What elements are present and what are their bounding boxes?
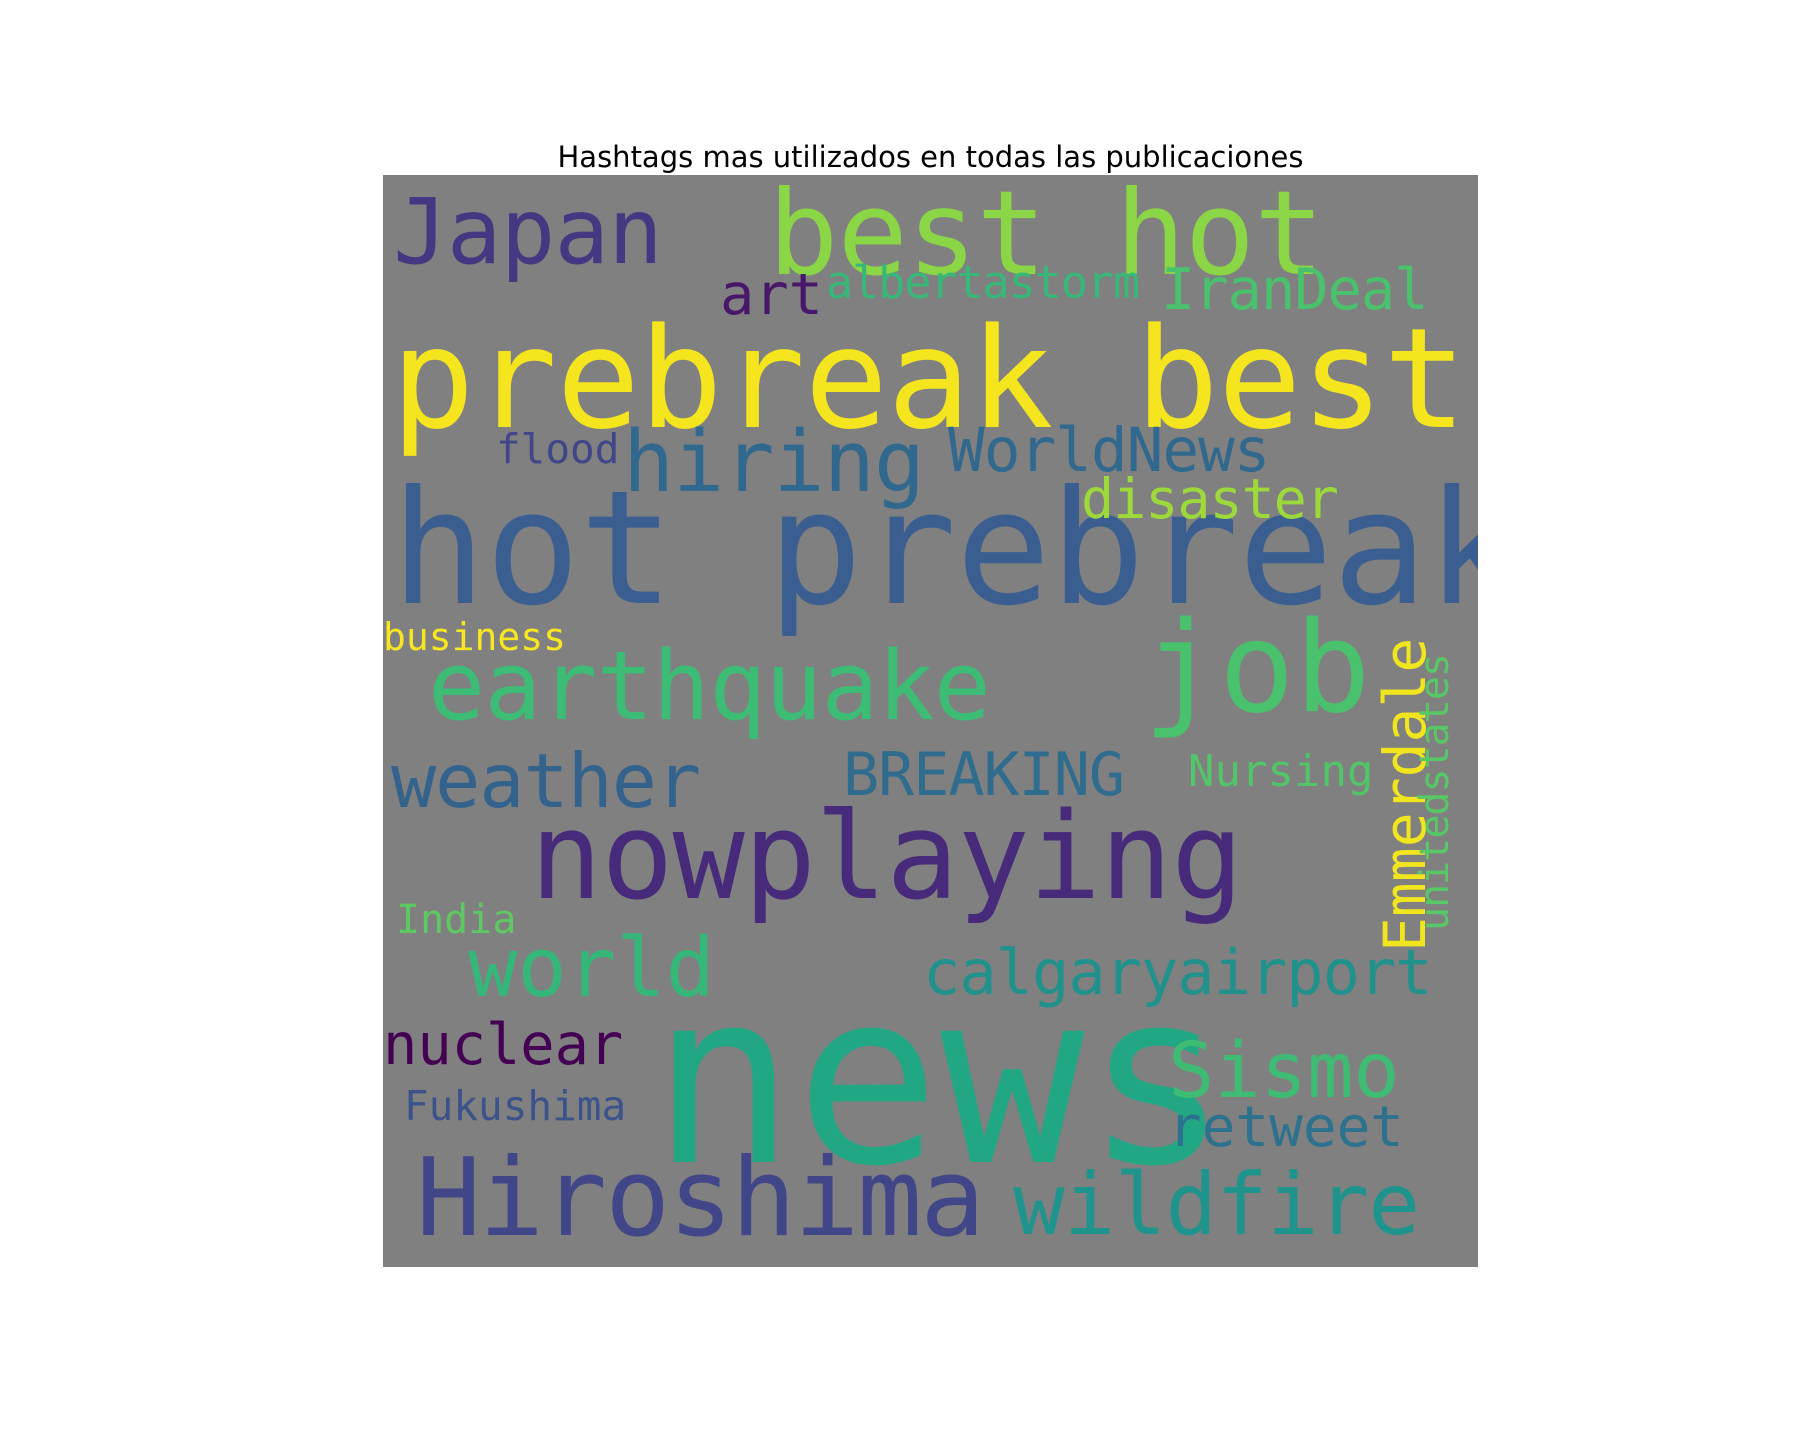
wordcloud-title: Hashtags mas utilizados en todas las pub… [557,140,1304,174]
word-nursing: Nursing [1188,746,1374,797]
word-disaster: disaster [1081,467,1339,531]
word-sismo: Sismo [1168,1027,1400,1116]
word-albertastorm: albertastorm [826,256,1140,309]
word-wildfire: wildfire [1013,1155,1420,1255]
word-nowplaying: nowplaying [530,788,1243,927]
word-world: world [468,921,715,1016]
word-unitedstates: unitedstates [1412,654,1458,931]
word-weather: weather [391,737,701,825]
word-breaking: BREAKING [843,740,1125,810]
word-fukushima: Fukushima [404,1082,627,1130]
word-hot-prebreak: hot prebreak [391,457,1478,641]
word-flood: flood [496,425,620,473]
word-prebreak-best: prebreak best [391,298,1467,460]
word-hiroshima: Hiroshima [416,1136,985,1261]
word-earthquake: earthquake [428,632,991,742]
word-news: news [651,939,1229,1219]
word-business: business [383,615,567,659]
word-india: India [396,897,517,943]
word-worldnews: WorldNews [948,415,1271,486]
wordcloud-canvas: news hot prebreak prebreak best nowplayi… [383,175,1478,1267]
word-best-hot: best hot [768,175,1325,302]
word-nuclear: nuclear [383,1012,624,1078]
word-job: job [1143,594,1371,741]
word-art: art [720,262,823,328]
word-irandeal: IranDeal [1161,257,1429,323]
word-hiring: hiring [623,413,925,512]
word-calgaryairport: calgaryairport [923,936,1433,1009]
word-japan: Japan [393,180,663,285]
word-retweet: retweet [1168,1095,1405,1160]
wordcloud-background [383,175,1478,1267]
